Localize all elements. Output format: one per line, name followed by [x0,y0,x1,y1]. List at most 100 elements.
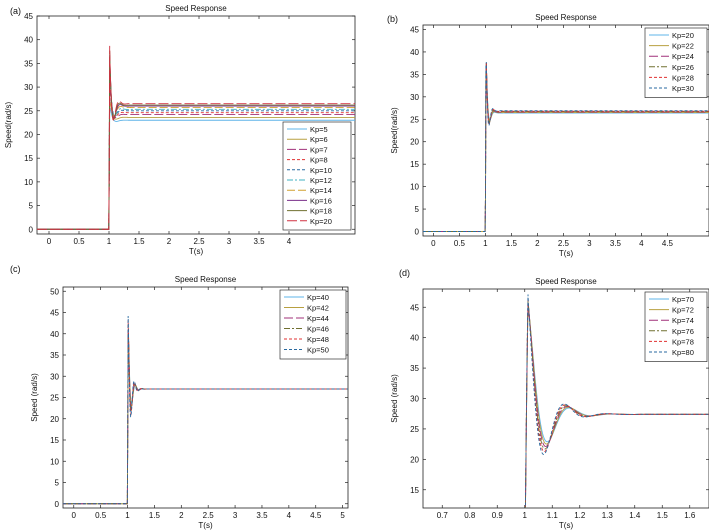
legend-label: Kp=10 [310,166,332,175]
x-tick-label: 1.5 [149,511,161,520]
y-axis-label: Speed (rad/s) [30,373,39,422]
x-tick-label: 0.5 [95,511,107,520]
y-tick-label: 10 [50,457,59,466]
x-tick-label: 3 [233,511,238,520]
legend-label: Kp=30 [672,84,694,93]
x-tick-label: 0.5 [73,237,85,246]
legend-label: Kp=44 [307,314,329,323]
y-tick-label: 40 [50,330,59,339]
legend-label: Kp=26 [672,63,694,72]
legend-label: Kp=76 [672,327,694,336]
y-axis-label: Speed (rad/s) [390,374,399,423]
x-tick-label: 1.3 [602,511,614,520]
x-axis-label: T(s) [559,521,574,530]
x-tick-label: 4.5 [662,239,674,248]
legend-label: Kp=50 [307,346,329,355]
legend-label: Kp=16 [310,196,332,205]
y-tick-label: 30 [24,83,33,92]
x-tick-label: 1.4 [629,511,641,520]
x-tick-label: 1 [523,511,528,520]
y-tick-label: 40 [24,36,33,45]
legend-label: Kp=20 [310,217,332,226]
y-tick-label: 25 [410,115,419,124]
legend-label: Kp=80 [672,348,694,357]
x-tick-label: 1.5 [657,511,669,520]
y-tick-label: 5 [415,205,420,214]
x-tick-label: 0.8 [464,511,476,520]
x-tick-label: 2.5 [193,237,205,246]
y-tick-label: 35 [410,70,419,79]
series-lines [37,45,355,230]
legend-label: Kp=28 [672,73,694,82]
y-tick-label: 25 [50,394,59,403]
y-tick-label: 10 [24,178,33,187]
axes-box [36,15,356,235]
y-tick-label: 35 [410,364,419,373]
x-tick-label: 2 [535,239,540,248]
y-tick-label: 45 [24,12,33,21]
y-tick-label: 30 [50,372,59,381]
series-line-kp-80 [524,294,709,508]
x-tick-label: 3.5 [253,237,265,246]
y-tick-label: 30 [410,93,419,102]
y-tick-label: 35 [50,351,59,360]
legend-label: Kp=8 [310,156,328,165]
y-tick-label: 45 [410,303,419,312]
legend-box [644,291,708,362]
x-tick-label: 3.5 [256,511,268,520]
x-tick-label: 3 [587,239,592,248]
y-tick-label: 15 [410,486,419,495]
panel-label: (d) [399,268,410,278]
chart-panel-4: (d) Speed Response 0.7 0.8 0.9 1 1.1 1.2 1.3 1.4 1… [390,268,709,530]
series-lines [423,62,709,232]
chart-title: Speed Response [535,13,597,22]
x-tick-label: 1.5 [506,239,518,248]
y-tick-label: 20 [410,455,419,464]
legend-label: Kp=46 [307,325,329,334]
legend-label: Kp=48 [307,335,329,344]
legend-label: Kp=24 [672,52,694,61]
x-tick-label: 1.2 [574,511,586,520]
panel-label: (a) [10,6,21,16]
y-tick-label: 0 [29,225,34,234]
legend-box [279,289,347,360]
x-tick-label: 1 [483,239,488,248]
chart-panel-2: (b) Speed Response 0 0.5 1 1.5 2 2.5 3 3.5 4 4.5 0 5 1… [387,13,709,258]
y-axis-label: Speed(rad/s) [390,107,399,154]
series-line-kp-14 [37,64,355,230]
legend-label: Kp=7 [310,145,328,154]
chart-title: Speed Response [165,4,227,13]
series-line-kp-50 [63,316,348,505]
x-tick-label: 0 [47,237,52,246]
y-tick-label: 20 [50,415,59,424]
series-lines [63,316,348,505]
x-tick-label: 1.1 [547,511,559,520]
x-tick-label: 1 [125,511,130,520]
legend-label: Kp=14 [310,186,332,195]
y-tick-label: 15 [50,436,59,445]
x-tick-label: 0.9 [492,511,504,520]
legend-label: Kp=40 [307,293,329,302]
x-tick-label: 0.5 [454,239,466,248]
legend-label: Kp=18 [310,207,332,216]
legend-label: Kp=78 [672,337,694,346]
legend-label: Kp=42 [307,304,329,313]
x-tick-label: 2 [167,237,172,246]
y-tick-label: 15 [410,160,419,169]
chart-title: Speed Response [175,275,237,284]
y-tick-label: 5 [29,202,34,211]
x-tick-label: 0 [431,239,436,248]
x-tick-label: 5 [340,511,345,520]
legend-box [644,27,708,98]
series-lines [524,294,709,508]
y-tick-label: 20 [24,130,33,139]
legend-label: Kp=70 [672,295,694,304]
legend-label: Kp=5 [310,125,328,134]
x-tick-label: 4 [287,511,292,520]
x-tick-label: 4.5 [310,511,322,520]
y-tick-label: 35 [24,59,33,68]
